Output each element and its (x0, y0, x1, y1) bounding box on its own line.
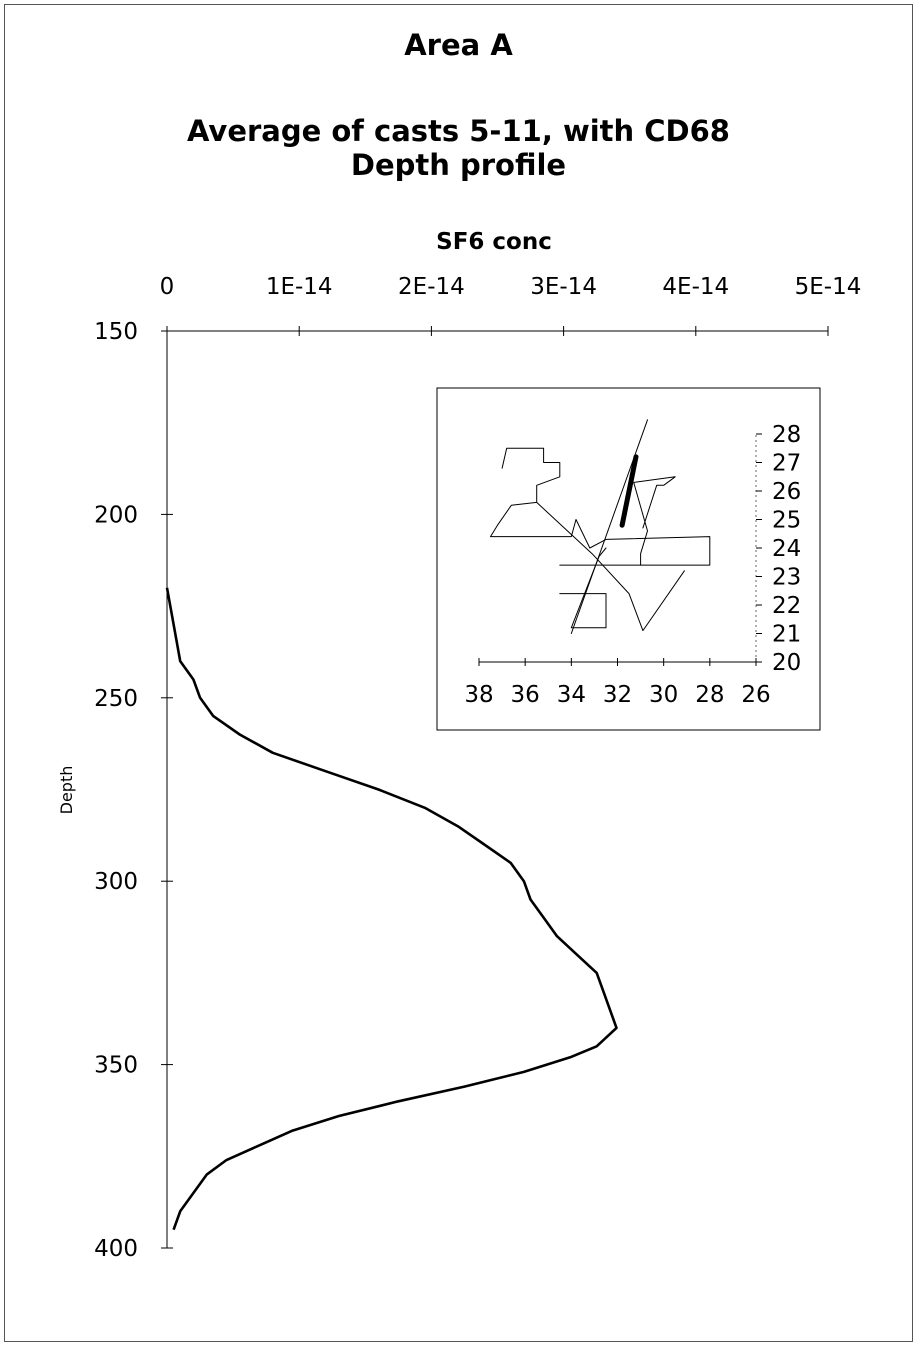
y-tick-label: 250 (94, 686, 138, 712)
y-axis-label: Depth (57, 766, 76, 815)
chart-title: Area A (404, 28, 513, 62)
inset-x-tick-label: 30 (649, 682, 678, 708)
inset-y-tick-label: 23 (772, 565, 801, 591)
y-tick-label: 400 (94, 1236, 138, 1262)
main-series (165, 587, 618, 1231)
y-tick-label: 150 (94, 319, 138, 345)
x-tick-label: 5E-14 (795, 274, 862, 300)
y-tick-label: 300 (94, 869, 138, 895)
inset-outline-line (633, 476, 676, 566)
inset-highlight-line (619, 454, 639, 528)
inset-y-tick-label: 25 (772, 508, 801, 534)
figure-frame (4, 4, 913, 1342)
chart-subtitle-line-2: Depth profile (350, 148, 567, 182)
x-tick-label: 4E-14 (662, 274, 729, 300)
x-tick-label: 0 (160, 274, 175, 300)
inset-x-tick-label: 28 (695, 682, 724, 708)
inset-y-tick-label: 20 (772, 650, 801, 676)
inset-y-tick-label: 28 (772, 422, 801, 448)
inset-y-tick-label: 21 (772, 622, 801, 648)
chart-subtitle-line-1: Average of casts 5-11, with CD68 (187, 114, 730, 148)
inset-x-tick-label: 36 (511, 682, 540, 708)
inset-frame (436, 387, 821, 731)
inset-y-tick-label: 24 (772, 536, 801, 562)
y-tick-label: 350 (94, 1053, 138, 1079)
y-tick-label: 200 (94, 502, 138, 528)
inset-y-tick-label: 26 (772, 479, 801, 505)
x-tick-label: 2E-14 (398, 274, 465, 300)
inset-outline-line (559, 547, 607, 629)
inset-x-tick-label: 26 (741, 682, 770, 708)
inset-x-tick-label: 34 (557, 682, 586, 708)
inset-outline-line (536, 501, 685, 632)
inset-y-tick-label: 22 (772, 593, 801, 619)
inset-outline-line (490, 447, 711, 566)
x-axis-label: SF6 conc (436, 229, 552, 255)
inset-y-tick-label: 27 (772, 451, 801, 477)
inset-x-tick-label: 38 (464, 682, 493, 708)
sf6-depth-line (165, 587, 618, 1231)
x-tick-label: 3E-14 (530, 274, 597, 300)
main-axes: 0 1E-14 2E-14 3E-14 4E-14 5E-14 150 200 250 300 35… (94, 274, 861, 1262)
inset-x-tick-label: 32 (603, 682, 632, 708)
x-tick-label: 1E-14 (266, 274, 333, 300)
